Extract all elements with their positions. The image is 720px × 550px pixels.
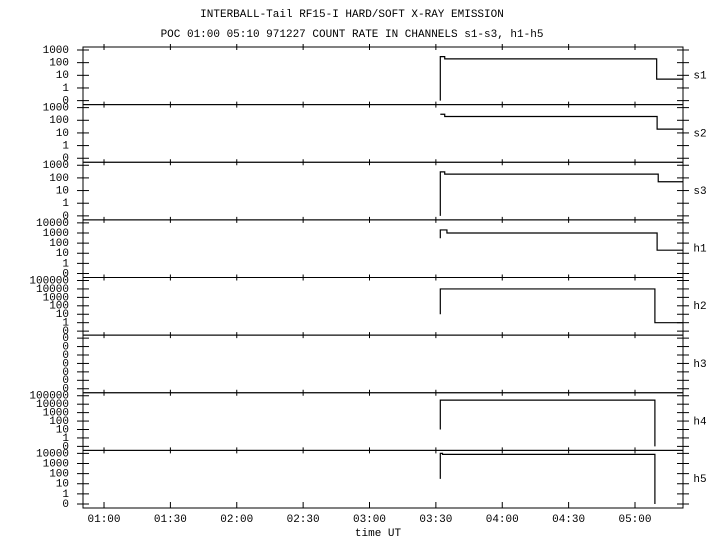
y-tick-label: 0 (62, 358, 69, 370)
y-tick-label: 1000 (43, 408, 69, 420)
y-tick-label: 1000 (43, 160, 69, 172)
y-tick-label: 0 (62, 375, 69, 387)
y-tick-label: 10 (56, 479, 69, 491)
y-tick-label: 1000 (43, 103, 69, 115)
x-axis-label: time UT (355, 528, 402, 540)
y-tick-label: 100 (49, 416, 69, 428)
y-tick-label: 100 (49, 469, 69, 481)
panel-frame (82, 334, 684, 394)
legend-entry: s3 (693, 186, 706, 198)
y-tick-label: 1000 (43, 45, 69, 57)
y-tick-label: 1 (62, 141, 69, 153)
legend-entry: h4 (693, 416, 707, 428)
data-line (439, 288, 683, 324)
panel-frame (82, 392, 684, 451)
y-tick-label: 1 (62, 258, 69, 270)
y-tick-label: 0 (62, 341, 69, 353)
y-tick-label: 1000 (43, 458, 69, 470)
y-tick-label: 1000 (43, 292, 69, 304)
chart-title: INTERBALL-Tail RF15-I HARD/SOFT X-RAY EM… (200, 9, 504, 21)
x-tick-label: 03:00 (353, 514, 386, 526)
x-tick-label: 05:00 (618, 514, 651, 526)
y-tick-label: 10 (56, 185, 69, 197)
y-tick-label: 10 (56, 424, 69, 436)
legend-entry: s1 (693, 71, 707, 83)
y-tick-label: 100 (49, 301, 69, 313)
legend-entry: h5 (693, 474, 706, 486)
y-tick-label: 0 (62, 441, 69, 453)
x-tick-label: 03:30 (419, 514, 452, 526)
panel-frame (82, 104, 684, 163)
y-tick-label: 0 (62, 367, 69, 379)
legend-entry: h3 (693, 359, 706, 371)
legend-entry: s2 (693, 128, 706, 140)
y-tick-label: 0 (62, 211, 69, 223)
y-tick-label: 10 (56, 128, 69, 140)
y-tick-label: 100 (49, 238, 69, 250)
y-tick-label: 1 (62, 83, 69, 95)
y-tick-label: 0 (62, 333, 69, 345)
x-tick-label: 01:30 (154, 514, 187, 526)
y-tick-label: 1 (62, 318, 69, 330)
y-tick-label: 0 (62, 499, 69, 511)
x-tick-label: 04:00 (486, 514, 519, 526)
y-tick-label: 10 (56, 248, 69, 260)
panel-frame (82, 449, 684, 509)
panel-frame (82, 219, 684, 278)
y-tick-label: 10000 (36, 284, 69, 296)
y-tick-label: 0 (62, 96, 69, 108)
legend-entry: h2 (693, 301, 706, 313)
x-tick-label: 02:00 (220, 514, 253, 526)
data-line (440, 113, 683, 130)
data-line (439, 452, 656, 504)
x-tick-label: 01:00 (88, 514, 121, 526)
y-tick-label: 10 (56, 309, 69, 321)
y-tick-label: 10000 (36, 399, 69, 411)
y-tick-label: 100 (49, 58, 69, 70)
data-line (439, 171, 683, 216)
y-tick-label: 0 (62, 350, 69, 362)
y-tick-label: 10000 (36, 218, 69, 230)
x-tick-label: 02:30 (287, 514, 320, 526)
data-line (439, 399, 656, 447)
legend-entry: h1 (693, 244, 707, 256)
y-tick-label: 100000 (29, 391, 69, 403)
chart-subtitle: POC 01:00 05:10 971227 COUNT RATE IN CHA… (161, 29, 544, 41)
y-tick-label: 0 (62, 384, 69, 396)
y-tick-label: 100 (49, 173, 69, 185)
y-tick-label: 10 (56, 70, 69, 82)
panel-frame (82, 277, 684, 336)
data-line (439, 56, 683, 101)
y-tick-label: 1 (62, 433, 69, 445)
y-tick-label: 0 (62, 153, 69, 165)
panel-frame (82, 161, 684, 221)
y-tick-label: 100000 (29, 275, 69, 287)
y-tick-label: 0 (62, 268, 69, 280)
panel-frame (82, 46, 684, 106)
y-tick-label: 0 (62, 326, 69, 338)
y-tick-label: 100 (49, 115, 69, 127)
y-tick-label: 1000 (43, 228, 69, 240)
y-tick-label: 1 (62, 198, 69, 210)
y-tick-label: 10000 (36, 448, 69, 460)
y-tick-label: 1 (62, 489, 69, 501)
data-line (439, 229, 683, 251)
x-tick-label: 04:30 (552, 514, 585, 526)
